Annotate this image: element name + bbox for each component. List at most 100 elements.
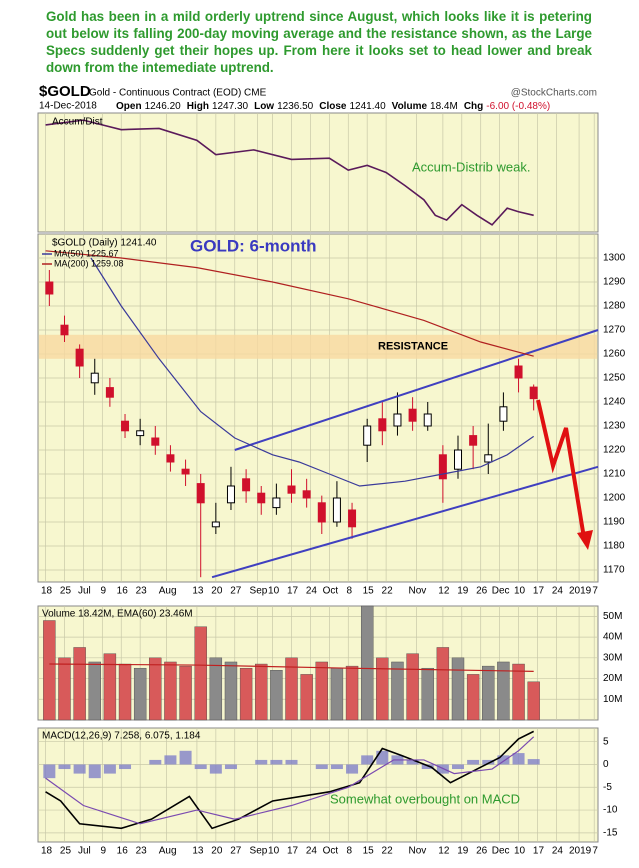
series-line <box>45 119 534 226</box>
candle-body <box>75 348 84 367</box>
arrow-head <box>577 530 593 550</box>
y-tick-label: 1260 <box>603 349 626 360</box>
legend-title: $GOLD (Daily) 1241.40 <box>52 238 157 249</box>
candle-body <box>454 449 462 470</box>
quote-label: High <box>187 101 209 112</box>
x-tick-label: 10 <box>268 846 280 857</box>
x-tick-label: 9 <box>101 586 107 597</box>
legend-label: MA(50) 1225.67 <box>54 248 119 258</box>
quote-value: 1247.30 <box>212 101 249 112</box>
histogram-bar <box>103 764 116 774</box>
histogram-bar <box>179 750 192 765</box>
trendline <box>234 329 599 451</box>
volume-bar <box>315 661 328 721</box>
panel-title: Accum/Dist <box>52 117 103 128</box>
histogram-bar <box>73 764 86 774</box>
volume-bar <box>103 653 117 721</box>
candle-body <box>363 425 372 446</box>
annotation: RESISTANCE <box>378 341 448 353</box>
quote-label: Close <box>319 101 347 112</box>
x-tick-label: 17 <box>287 586 299 597</box>
x-tick-label: 23 <box>136 586 148 597</box>
y-tick-label: -15 <box>603 828 618 839</box>
x-tick-label: 13 <box>192 586 204 597</box>
commentary: Gold has been in a mild orderly uptrend … <box>46 9 592 75</box>
candle-body <box>121 420 130 432</box>
candle-body <box>211 521 220 528</box>
y-tick-label: 1240 <box>603 397 626 408</box>
y-tick-label: 40M <box>603 632 622 643</box>
chart-title: GOLD: 6-month <box>190 236 317 255</box>
histogram-bar <box>406 759 419 765</box>
trendline <box>211 465 599 579</box>
series-line <box>90 257 535 487</box>
candle-body <box>423 413 432 427</box>
y-tick-label: 1220 <box>603 445 626 456</box>
y-tick-label: 1230 <box>603 421 626 432</box>
volume-bar <box>497 661 510 721</box>
y-tick-label: 1170 <box>603 565 625 576</box>
y-tick-label: 10M <box>603 694 622 705</box>
volume-bar <box>436 647 450 721</box>
quote-value: -6.00 (-0.48%) <box>486 101 550 112</box>
forecast-arrow <box>536 399 593 550</box>
x-tick-label: 15 <box>363 586 375 597</box>
candle-body <box>272 497 281 509</box>
volume-bar <box>118 663 132 721</box>
x-tick-label: 9 <box>101 846 107 857</box>
x-tick-label: 12 <box>438 586 450 597</box>
volume-bar <box>149 657 162 721</box>
x-tick-label: 24 <box>552 846 564 857</box>
x-tick-label: 8 <box>346 846 352 857</box>
x-tick-label: Jul <box>78 846 91 857</box>
x-tick-label: 2019 <box>569 846 592 857</box>
histogram-bar <box>527 759 540 765</box>
volume-bar <box>194 626 207 721</box>
volume-bar <box>345 665 359 721</box>
x-tick-label: Sep <box>250 846 268 857</box>
x-tick-label: 16 <box>117 846 129 857</box>
legend-label: MA(200) 1259.08 <box>54 258 124 268</box>
y-tick-label: 0 <box>603 759 609 770</box>
x-tick-label: 19 <box>457 586 469 597</box>
volume-bar <box>224 661 238 721</box>
histogram-bar <box>421 764 434 770</box>
volume-bar <box>391 661 404 721</box>
quote-label: Chg <box>464 101 483 112</box>
x-tick-label: 25 <box>60 846 72 857</box>
x-tick-label: Dec <box>492 846 510 857</box>
y-tick-label: 20M <box>603 673 622 684</box>
series-line <box>45 736 535 825</box>
x-tick-label: 24 <box>552 586 564 597</box>
histogram-bar <box>119 764 132 770</box>
x-tick-label: 17 <box>287 846 299 857</box>
volume-bar <box>239 667 253 721</box>
x-tick-label: 12 <box>438 846 450 857</box>
candle-body <box>287 485 296 494</box>
y-tick-label: 1180 <box>603 541 625 552</box>
candle-body <box>166 454 175 463</box>
x-tick-label: 19 <box>457 846 469 857</box>
candle-body <box>105 387 114 398</box>
x-tick-label: 26 <box>476 586 488 597</box>
x-tick-label: 18 <box>41 586 53 597</box>
x-tick-label: 2019 <box>569 586 592 597</box>
histogram-bar <box>285 759 298 765</box>
annotation: Somewhat overbought on MACD <box>330 791 520 806</box>
volume-bar <box>512 663 525 721</box>
candle-body <box>302 490 311 499</box>
candle-body <box>60 324 69 336</box>
histogram-bar <box>512 753 525 765</box>
x-tick-label: 22 <box>382 586 394 597</box>
panel-bg <box>37 112 599 233</box>
credit: @StockCharts.com <box>511 88 597 99</box>
volume-bar <box>73 647 86 721</box>
volume-bar <box>179 665 192 721</box>
x-tick-label: 23 <box>136 846 148 857</box>
plots: Accum/Dist Accum-Distrib weak. 18 25 Jul 9 16 2… <box>37 112 626 857</box>
histogram-bar <box>482 759 495 765</box>
x-tick-label: Nov <box>408 846 426 857</box>
y-tick-label: -10 <box>603 805 618 816</box>
